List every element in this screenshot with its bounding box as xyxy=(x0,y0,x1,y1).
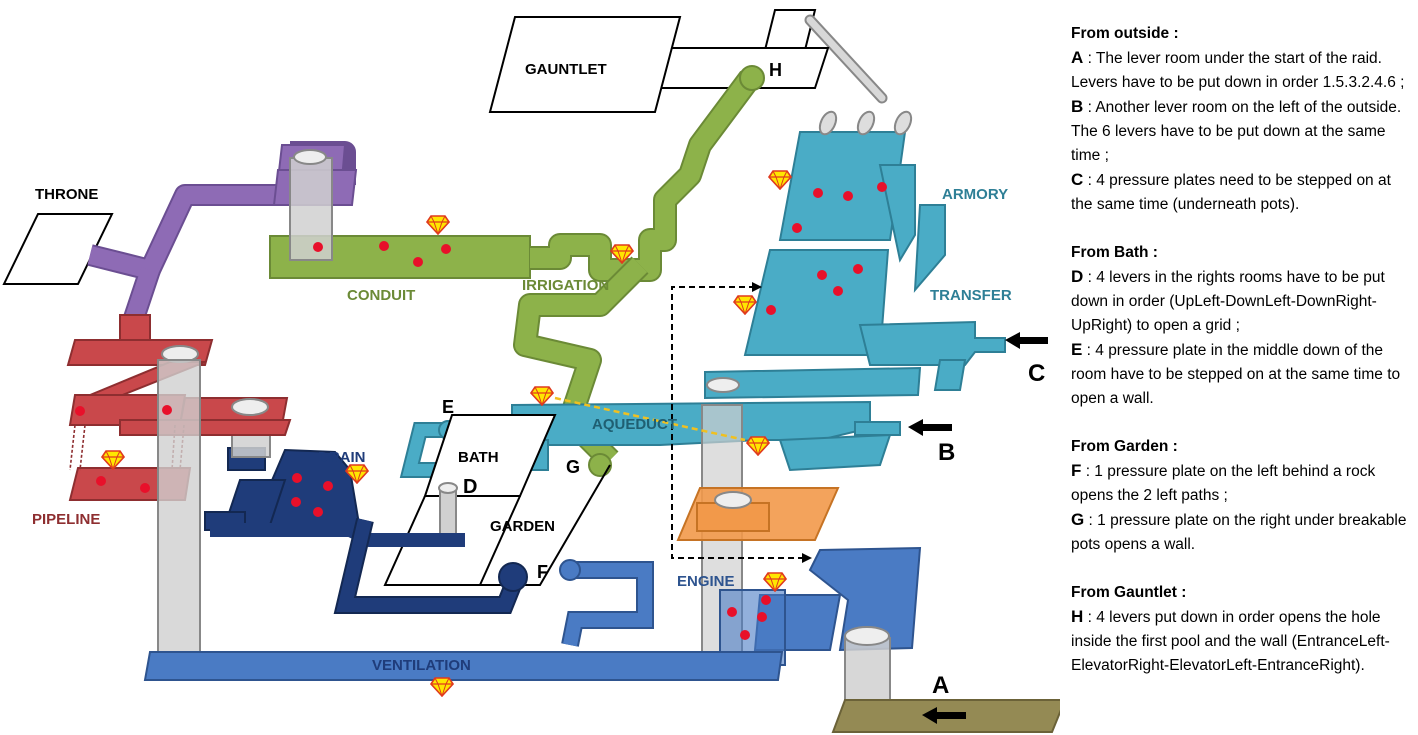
notes-heading: From Bath : xyxy=(1071,244,1158,261)
red-dot-markers xyxy=(75,182,887,640)
note-item: F : 1 pressure plate on the left behind … xyxy=(1071,461,1376,504)
label-armory: ARMORY xyxy=(942,186,1008,203)
label-throne: THRONE xyxy=(35,186,98,203)
note-item: D : 4 levers in the rights rooms have to… xyxy=(1071,267,1385,334)
marker-a: A xyxy=(932,672,949,699)
label-ventilation: VENTILATION xyxy=(372,657,471,674)
marker-b: B xyxy=(938,439,955,466)
ventilation-room xyxy=(143,651,784,681)
label-engine: ENGINE xyxy=(677,573,735,590)
label-drain: DRAIN xyxy=(318,449,366,466)
note-item: H : 4 levers put down in order opens the… xyxy=(1071,607,1390,674)
marker-c: C xyxy=(1028,360,1045,387)
notes-section-gauntlet: From Gauntlet : H : 4 levers put down in… xyxy=(1071,581,1416,678)
notes-heading: From Garden : xyxy=(1071,438,1178,455)
dungeon-map: GAUNTLET THRONE CONDUIT IRRIGATION ARMOR… xyxy=(2,9,1060,733)
label-bath: BATH xyxy=(458,449,499,466)
notes-heading: From outside : xyxy=(1071,25,1179,42)
label-pipeline: PIPELINE xyxy=(32,511,100,528)
note-item: A : The lever room under the start of th… xyxy=(1071,48,1405,91)
aqueduct-room xyxy=(511,366,922,472)
marker-e: E xyxy=(442,397,454,417)
gold-dashed-link xyxy=(554,396,746,442)
tall-pillar-left xyxy=(157,359,201,656)
marker-h: H xyxy=(769,60,782,80)
dashed-route xyxy=(671,286,805,559)
label-gauntlet: GAUNTLET xyxy=(525,61,607,78)
engine-blue-room xyxy=(559,546,922,666)
entrance-arrows xyxy=(908,332,1048,724)
note-item: C : 4 pressure plates need to be stepped… xyxy=(1071,170,1391,213)
throne-room xyxy=(2,213,114,285)
engine-room xyxy=(676,487,840,541)
marker-f: F xyxy=(537,562,548,582)
notes-section-bath: From Bath : D : 4 levers in the rights r… xyxy=(1071,241,1416,411)
label-transfer: TRANSFER xyxy=(930,287,1012,304)
conduit-room xyxy=(269,235,531,279)
armory-room xyxy=(778,131,946,293)
label-conduit: CONDUIT xyxy=(347,287,415,304)
label-irrigation: IRRIGATION xyxy=(522,277,609,294)
note-item: E : 4 pressure plate in the middle down … xyxy=(1071,340,1401,407)
notes-section-outside: From outside : A : The lever room under … xyxy=(1071,22,1416,217)
marker-d: D xyxy=(463,476,477,498)
marker-g: G xyxy=(566,457,580,477)
notes-section-garden: From Garden : F : 1 pressure plate on th… xyxy=(1071,435,1416,557)
room-labels: GAUNTLET THRONE CONDUIT IRRIGATION ARMOR… xyxy=(32,61,1012,674)
notes-heading: From Gauntlet : xyxy=(1071,584,1187,601)
note-item: B : Another lever room on the left of th… xyxy=(1071,97,1402,164)
label-aqueduct: AQUEDUCT xyxy=(592,416,677,433)
transfer-room xyxy=(743,249,1006,391)
label-garden: GARDEN xyxy=(490,518,555,535)
drain-room xyxy=(204,447,528,614)
notes-panel: From outside : A : The lever room under … xyxy=(1071,22,1416,702)
gauntlet-upper-shape xyxy=(763,9,888,104)
note-item: G : 1 pressure plate on the right under … xyxy=(1071,510,1407,553)
letter-markers: A B C D E F G H xyxy=(442,60,1045,699)
pot-icons xyxy=(818,110,913,136)
gauntlet-room xyxy=(488,16,830,113)
